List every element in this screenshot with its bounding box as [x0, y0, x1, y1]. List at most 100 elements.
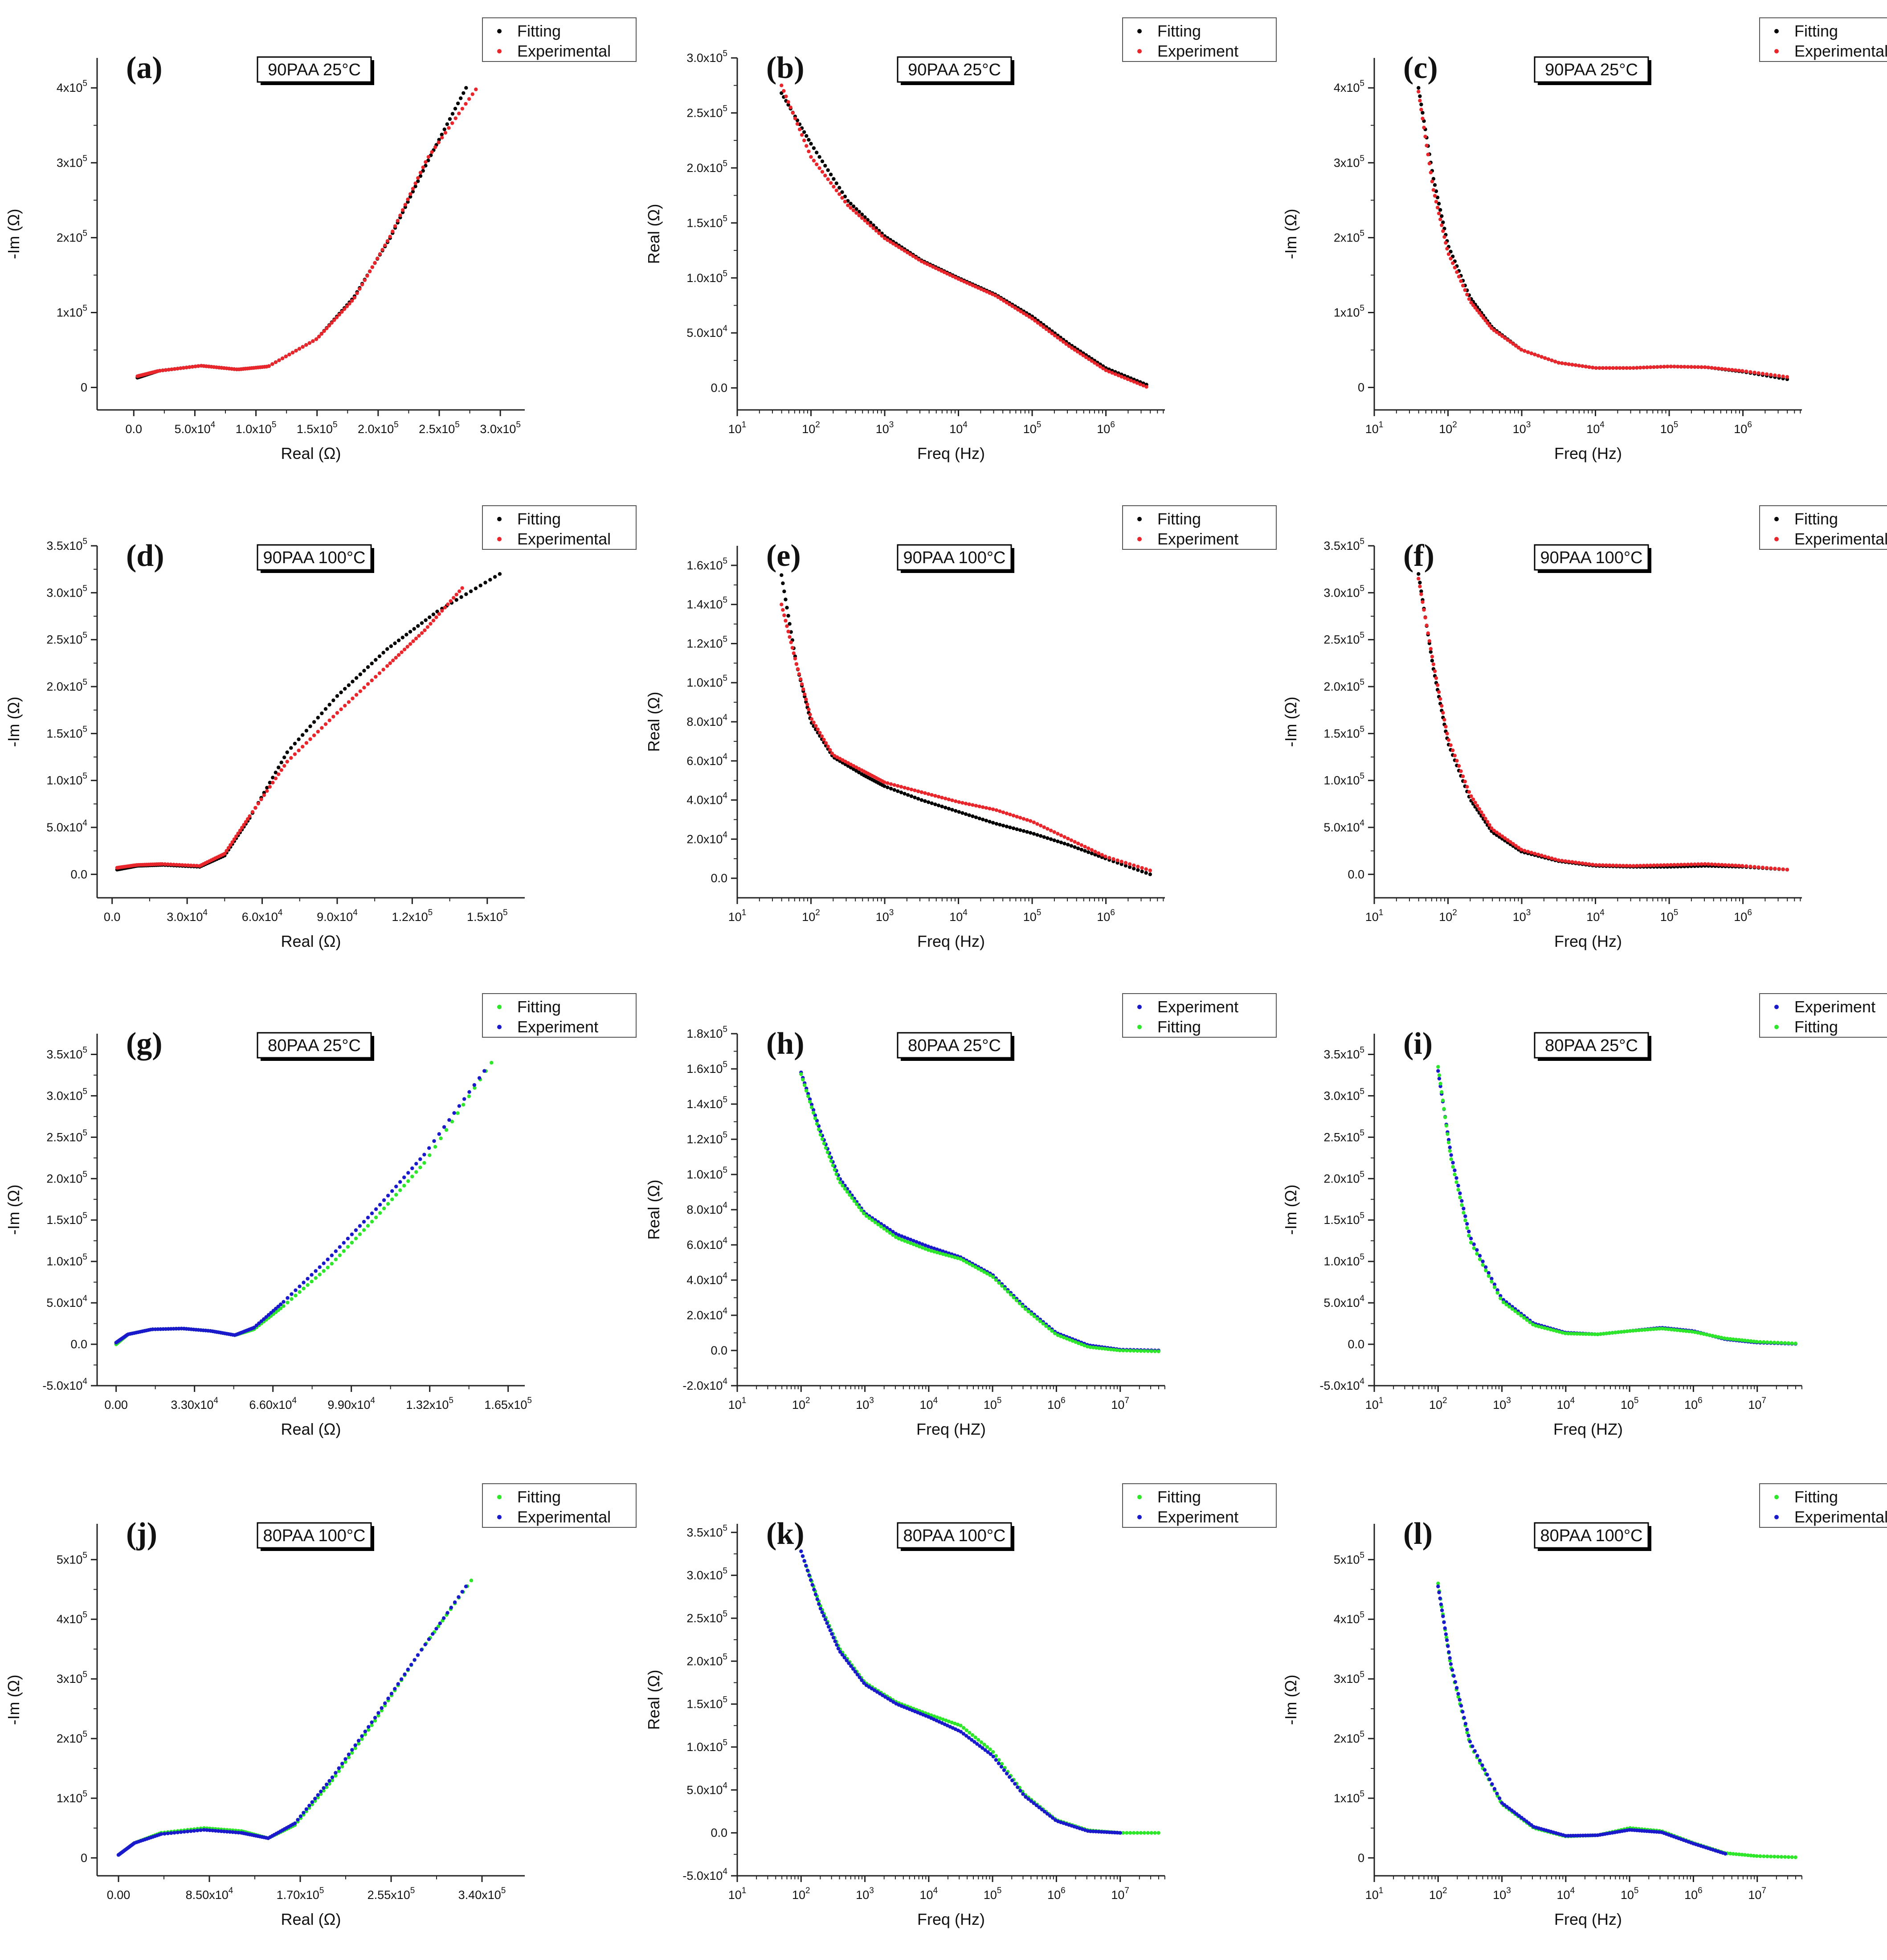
data-point	[859, 1208, 863, 1212]
data-point	[1495, 831, 1499, 835]
data-point	[1519, 348, 1523, 352]
data-point	[1439, 1602, 1443, 1606]
data-point	[1443, 1626, 1447, 1630]
data-point	[1435, 683, 1440, 687]
data-point	[1447, 1650, 1451, 1654]
data-point	[389, 1691, 394, 1696]
data-point	[1590, 1332, 1594, 1336]
data-point	[289, 746, 293, 750]
data-point	[399, 1677, 404, 1681]
data-point	[903, 1235, 907, 1240]
data-point	[803, 1083, 807, 1087]
x-tick-label: 1.32x105	[406, 1396, 453, 1412]
data-point	[971, 814, 975, 818]
data-point	[1556, 360, 1560, 365]
data-point	[1065, 1337, 1069, 1341]
data-point	[1058, 338, 1062, 342]
chart-panel-g: -5.0x1040.05.0x1041.0x1051.5x1052.0x1052…	[4, 993, 637, 1438]
data-point	[1076, 841, 1080, 846]
data-point	[808, 1100, 812, 1104]
data-point	[1460, 1199, 1464, 1203]
data-point	[1459, 279, 1463, 283]
data-point	[1485, 1772, 1489, 1777]
data-point	[274, 776, 278, 781]
data-point	[1093, 853, 1097, 857]
data-point	[812, 146, 816, 150]
data-point	[347, 1752, 351, 1756]
data-point	[1097, 1346, 1101, 1350]
data-point	[1441, 1614, 1445, 1618]
data-point	[169, 862, 173, 867]
series-fitting	[1436, 1065, 1797, 1346]
y-tick-label: 1x105	[1334, 1789, 1364, 1805]
data-point	[1437, 690, 1441, 694]
data-point	[822, 737, 826, 742]
data-point	[416, 176, 420, 180]
data-point	[962, 279, 966, 284]
data-point	[1454, 1176, 1458, 1180]
data-point	[1463, 288, 1467, 292]
data-point	[374, 658, 378, 662]
data-point	[1473, 1749, 1477, 1753]
y-tick-label: 2.5x105	[686, 1609, 727, 1625]
data-point	[929, 1249, 933, 1253]
data-point	[824, 741, 828, 745]
x-tick-label: 103	[1493, 1886, 1511, 1902]
x-axis-title: Freq (Hz)	[1554, 444, 1622, 462]
data-point	[229, 843, 233, 847]
data-point	[1776, 1341, 1780, 1345]
data-point	[1663, 1327, 1667, 1331]
data-point	[383, 243, 387, 247]
panel-letter: (l)	[1403, 1517, 1433, 1551]
data-point	[1079, 843, 1083, 847]
data-point	[1144, 867, 1148, 871]
y-tick-label: 1.0x105	[1323, 1252, 1364, 1268]
data-point	[181, 366, 186, 370]
data-point	[445, 122, 449, 126]
data-point	[172, 1327, 176, 1331]
data-point	[1655, 863, 1659, 867]
data-point	[411, 189, 415, 194]
data-point	[1594, 366, 1598, 370]
data-point	[367, 1725, 371, 1729]
data-point	[265, 789, 269, 793]
x-tick-label: 106	[1734, 908, 1752, 924]
data-point	[158, 368, 162, 373]
data-point	[877, 231, 881, 235]
data-point	[1631, 1329, 1635, 1333]
data-point	[1666, 1327, 1671, 1331]
data-point	[254, 1323, 259, 1327]
data-point	[923, 1243, 927, 1248]
data-point	[163, 1832, 167, 1836]
data-point	[998, 822, 1002, 827]
x-tick-label: 101	[1365, 1886, 1384, 1902]
data-point	[1552, 1328, 1556, 1332]
data-point	[1421, 116, 1425, 121]
data-point	[834, 188, 839, 192]
data-point	[378, 1203, 382, 1207]
y-axis-title: -Im (Ω)	[1282, 209, 1300, 259]
data-point	[464, 592, 468, 596]
data-point	[385, 647, 389, 651]
legend-box	[1759, 17, 1887, 62]
data-point	[1132, 863, 1136, 867]
data-point	[1573, 860, 1578, 864]
data-point	[440, 609, 444, 613]
data-point	[1577, 861, 1581, 865]
data-point	[1773, 373, 1777, 377]
data-point	[1462, 1211, 1466, 1215]
data-point	[1449, 1662, 1453, 1666]
data-point	[820, 734, 824, 738]
data-point	[1000, 1284, 1004, 1288]
data-point	[994, 822, 999, 826]
data-point	[430, 150, 434, 154]
panel-letter: (j)	[126, 1517, 157, 1551]
x-tick-label: 5.0x104	[175, 420, 216, 436]
data-point	[850, 1196, 854, 1200]
data-point	[1025, 313, 1029, 317]
data-point	[851, 767, 856, 771]
data-point	[935, 1250, 939, 1255]
data-point	[1503, 836, 1507, 840]
data-point	[869, 221, 873, 225]
data-point	[1760, 372, 1765, 376]
